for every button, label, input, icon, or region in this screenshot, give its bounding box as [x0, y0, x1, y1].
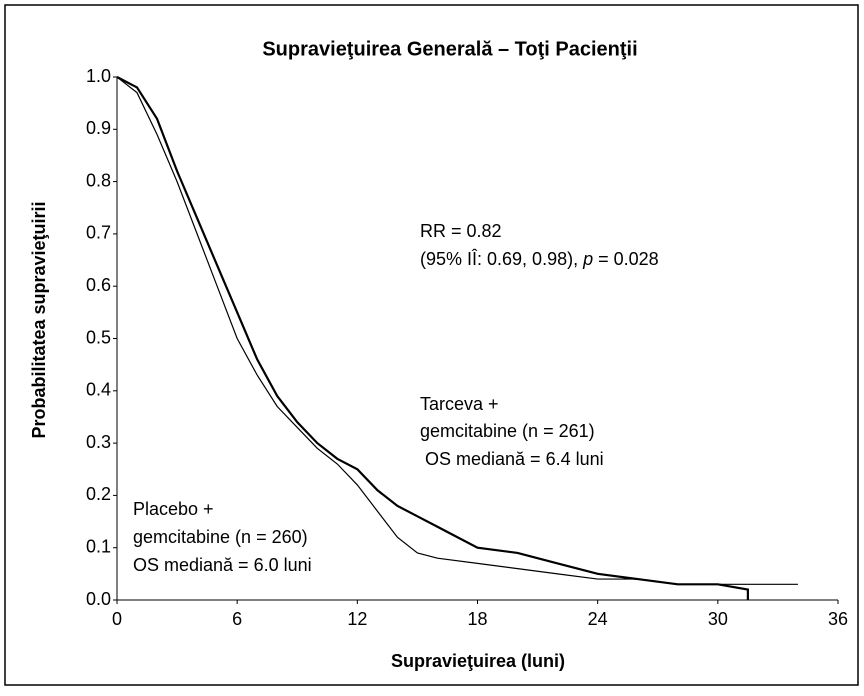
y-tick-label: 0.4 — [86, 380, 111, 400]
y-tick-label: 0.6 — [86, 275, 111, 295]
annotation-part: = 0.028 — [593, 249, 659, 269]
annotation: Tarceva + — [420, 394, 499, 414]
annotation: (95% IÎ: 0.69, 0.98), p = 0.028 — [420, 249, 659, 269]
y-axis-label: Probabilitatea supravieţuirii — [29, 201, 49, 438]
survival-curve — [116, 76, 798, 585]
y-tick-label: 0.8 — [86, 170, 111, 190]
x-tick-label: 36 — [828, 609, 848, 629]
annotation-part: (95% IÎ: 0.69, 0.98), — [420, 249, 583, 269]
x-tick-label: 30 — [708, 609, 728, 629]
x-tick-label: 6 — [232, 609, 242, 629]
annotation: OS mediană = 6.4 luni — [420, 449, 604, 469]
y-tick-label: 0.5 — [86, 327, 111, 347]
chart-title: Supravieţuirea Generală – Toţi Pacienţii — [262, 38, 637, 60]
x-tick-label: 12 — [347, 609, 367, 629]
survival-curve — [116, 76, 749, 600]
frame — [4, 4, 859, 686]
annotation-part: p — [582, 249, 593, 269]
y-tick-label: 0.9 — [86, 118, 111, 138]
x-tick-label: 18 — [467, 609, 487, 629]
x-tick-label: 24 — [588, 609, 608, 629]
annotation: gemcitabine (n = 260) — [133, 527, 308, 547]
y-tick-label: 0.7 — [86, 223, 111, 243]
annotation: gemcitabine (n = 261) — [420, 421, 595, 441]
y-tick-label: 0.1 — [86, 536, 111, 556]
annotation: Placebo + — [133, 499, 214, 519]
y-tick-label: 0.3 — [86, 432, 111, 452]
annotation: RR = 0.82 — [420, 221, 502, 241]
annotation: OS mediană = 6.0 luni — [133, 555, 312, 575]
y-tick-label: 0.2 — [86, 484, 111, 504]
y-tick-label: 1.0 — [86, 66, 111, 86]
x-axis-label: Supravieţuirea (luni) — [391, 651, 565, 671]
x-tick-label: 0 — [112, 609, 122, 629]
y-tick-label: 0.0 — [86, 589, 111, 609]
